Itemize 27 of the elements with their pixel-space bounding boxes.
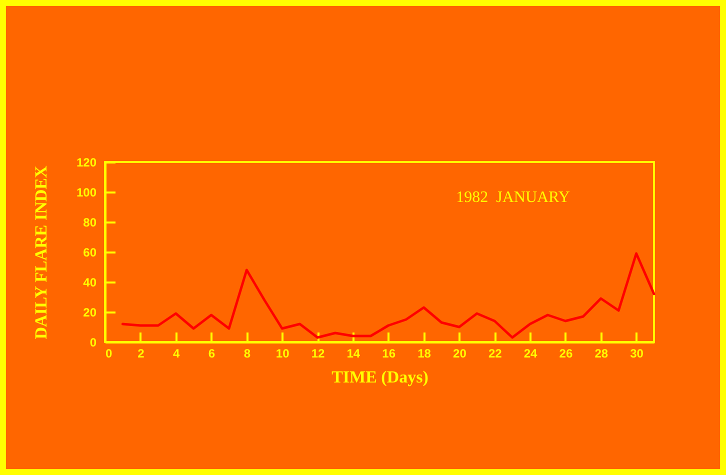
x-tick-label: 18: [418, 346, 432, 360]
x-tick-label: 28: [594, 346, 608, 360]
y-axis-title: DAILY FLARE INDEX: [31, 165, 50, 340]
text: 1982 JANUARY: [456, 189, 570, 206]
x-tick-label: 0: [106, 346, 112, 360]
y-tick-label: 60: [83, 246, 97, 260]
x-tick-label: 12: [311, 346, 326, 360]
x-tick-label: 24: [524, 346, 538, 360]
x-tick-label: 26: [559, 346, 573, 360]
x-tick-label: 4: [172, 346, 180, 360]
y-tick-label: 100: [76, 186, 97, 200]
x-tick-label: 10: [276, 346, 290, 360]
x-tick-label: 6: [208, 346, 216, 360]
x-axis-title: TIME (Days): [332, 368, 428, 386]
x-tick-label: 14: [346, 346, 360, 360]
x-tick-label: 22: [488, 346, 502, 360]
y-tick-label: 80: [83, 216, 97, 230]
y-tick-label: 0: [90, 336, 97, 350]
x-tick-label: 16: [382, 346, 396, 360]
y-tick-label: 40: [83, 276, 97, 290]
x-tick-label: 30: [630, 346, 644, 360]
x-tick-label: 2: [138, 346, 145, 360]
line-series: [121, 252, 656, 339]
y-tick-label: 20: [83, 306, 97, 320]
y-tick-label: 120: [76, 156, 97, 170]
x-tick-label: 8: [244, 346, 251, 360]
x-tick-label: 20: [453, 346, 467, 360]
